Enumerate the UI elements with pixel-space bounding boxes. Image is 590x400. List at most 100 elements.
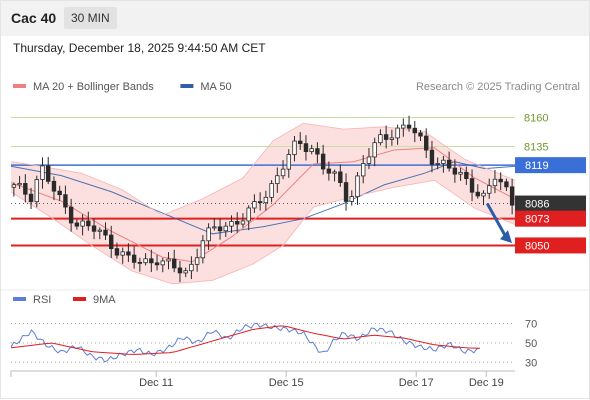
candle-body bbox=[97, 229, 102, 232]
level-label-8119: 8119 bbox=[525, 160, 549, 172]
forecast-arrow-head bbox=[500, 230, 512, 244]
candle-body bbox=[366, 156, 372, 164]
candle-body bbox=[469, 178, 475, 193]
x-tick-label: Dec 11 bbox=[139, 377, 173, 389]
forecast-arrow-shaft bbox=[485, 202, 508, 238]
level-labels: 8160 8135 8119 8086 8073 8050 bbox=[515, 112, 586, 254]
rsi-legend: RSI 9MA bbox=[13, 294, 116, 306]
candle-body bbox=[120, 251, 125, 256]
candle-body bbox=[23, 183, 28, 195]
candle-body bbox=[68, 206, 74, 224]
candle-body bbox=[91, 225, 97, 232]
candle-body bbox=[217, 226, 223, 232]
rsi-line bbox=[10, 322, 480, 363]
candle-body bbox=[200, 240, 206, 259]
candle-body bbox=[177, 267, 183, 274]
rsi-tick-label: 70 bbox=[525, 319, 537, 331]
candle-body bbox=[34, 179, 39, 203]
candle-body bbox=[446, 159, 452, 169]
candlesticks bbox=[11, 115, 515, 283]
main-legend: MA 20 + Bollinger Bands MA 50 bbox=[13, 81, 232, 93]
x-tick-label: Dec 15 bbox=[269, 377, 304, 389]
candle-body bbox=[487, 185, 492, 194]
level-label-8086: 8086 bbox=[525, 199, 549, 211]
candle-body bbox=[320, 153, 326, 170]
price-levels bbox=[11, 116, 515, 247]
legend-label: MA 20 + Bollinger Bands bbox=[33, 81, 154, 93]
candle-body bbox=[28, 193, 34, 203]
candle-body bbox=[252, 201, 257, 209]
candle-body bbox=[332, 171, 337, 174]
level-label-8050: 8050 bbox=[525, 240, 549, 252]
level-label-8135: 8135 bbox=[524, 142, 548, 154]
legend-swatch bbox=[13, 297, 26, 301]
candle-body bbox=[389, 137, 395, 140]
candle-body bbox=[126, 251, 131, 256]
candle-body bbox=[429, 149, 435, 165]
candle-body bbox=[137, 261, 143, 264]
candle-body bbox=[504, 181, 509, 188]
candle-body bbox=[475, 191, 480, 197]
candle-body bbox=[160, 260, 165, 266]
candle-body bbox=[378, 134, 383, 144]
level-label-8160: 8160 bbox=[524, 112, 548, 124]
candle-body bbox=[269, 183, 274, 198]
candle-body bbox=[40, 165, 45, 180]
candle-body bbox=[355, 175, 360, 198]
candle-body bbox=[492, 178, 498, 187]
level-label-8073: 8073 bbox=[525, 214, 549, 226]
candle-body bbox=[275, 175, 280, 185]
top-bar: Cac 40 30 MIN bbox=[0, 0, 590, 36]
candle-body bbox=[263, 196, 269, 204]
candle-body bbox=[298, 140, 303, 145]
candle-body bbox=[109, 234, 114, 250]
level-badge-8073 bbox=[515, 210, 586, 227]
candle-body bbox=[441, 159, 446, 164]
candle-body bbox=[343, 182, 349, 202]
candle-body bbox=[154, 262, 160, 266]
timeframe-button[interactable]: 30 MIN bbox=[64, 7, 117, 29]
chart-timestamp: Thursday, December 18, 2025 9:44:50 AM C… bbox=[13, 41, 266, 55]
candle-body bbox=[131, 254, 137, 263]
level-badge-8086 bbox=[515, 195, 586, 212]
rsi-panel: 70 50 30 bbox=[10, 319, 537, 369]
candle-body bbox=[17, 183, 22, 186]
candle-body bbox=[286, 154, 291, 170]
candle-body bbox=[498, 178, 503, 183]
candle-body bbox=[315, 148, 320, 155]
candle-body bbox=[401, 124, 406, 129]
candle-body bbox=[11, 184, 17, 188]
candle-body bbox=[103, 229, 108, 236]
candle-body bbox=[481, 192, 486, 197]
candle-body bbox=[412, 127, 417, 134]
research-credit: Research © 2025 Trading Central bbox=[416, 81, 580, 93]
rsi-tick-label: 50 bbox=[525, 338, 537, 350]
candle-body bbox=[257, 201, 263, 204]
candle-body bbox=[229, 221, 234, 227]
candle-body bbox=[166, 258, 171, 262]
candle-body bbox=[183, 270, 188, 274]
legend-label: 9MA bbox=[93, 294, 116, 306]
candle-body bbox=[280, 168, 286, 177]
candle-body bbox=[372, 142, 377, 158]
candle-body bbox=[349, 196, 354, 202]
legend-swatch bbox=[13, 84, 26, 88]
candle-body bbox=[246, 207, 251, 222]
forecast-arrow bbox=[485, 202, 512, 244]
candle-body bbox=[223, 225, 228, 232]
candle-body bbox=[338, 171, 343, 183]
rsi-ma9-line bbox=[10, 325, 480, 355]
candle-body bbox=[326, 168, 332, 174]
candle-body bbox=[149, 258, 154, 264]
candle-body bbox=[46, 165, 51, 182]
candle-body bbox=[292, 140, 297, 155]
candle-body bbox=[63, 194, 68, 208]
candle-body bbox=[206, 227, 211, 242]
bollinger-upper-line bbox=[10, 122, 516, 216]
instrument-symbol: Cac 40 bbox=[11, 10, 57, 26]
candle-body bbox=[51, 180, 57, 192]
candle-body bbox=[212, 226, 217, 229]
candle-body bbox=[424, 135, 429, 151]
candle-body bbox=[172, 258, 177, 269]
